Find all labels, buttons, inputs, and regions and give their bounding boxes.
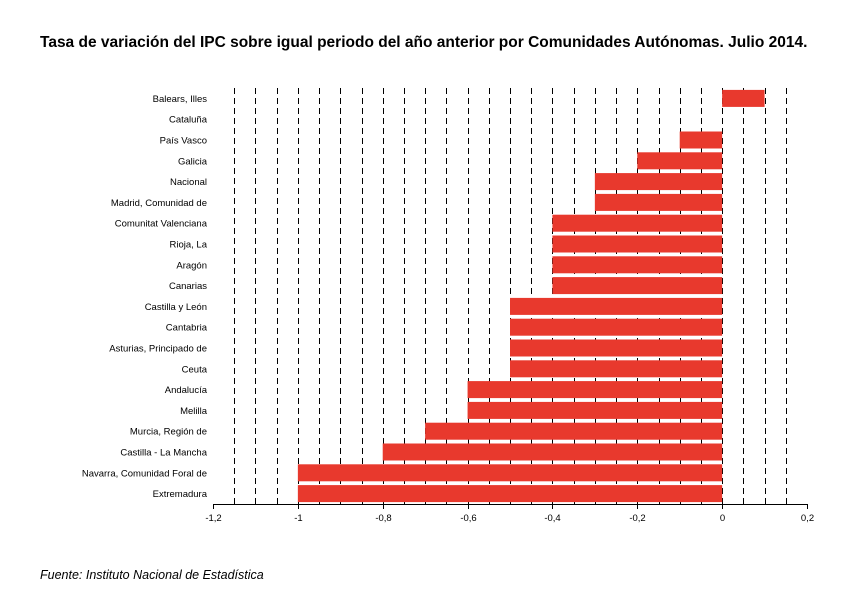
category-labels: Balears, Illes Cataluña País Vasco Galicia N… bbox=[82, 94, 208, 500]
bar bbox=[425, 422, 723, 440]
category-label: Navarra, Comunidad Foral de bbox=[82, 468, 207, 479]
category-label: Comunitat Valenciana bbox=[115, 219, 208, 230]
x-tick-label: -0,6 bbox=[460, 513, 476, 524]
category-label: Galicia bbox=[178, 156, 208, 167]
category-label: Asturias, Principado de bbox=[109, 344, 207, 355]
x-tick-label: -0,8 bbox=[375, 513, 391, 524]
bar bbox=[510, 339, 723, 357]
x-axis: -1,2 -1 -0,8 -0,6 -0,4 -0,2 0 0,2 bbox=[205, 504, 814, 524]
category-label: Cantabria bbox=[166, 323, 208, 334]
category-label: País Vasco bbox=[160, 136, 207, 147]
chart-title: Tasa de variación del IPC sobre igual pe… bbox=[40, 34, 808, 51]
x-tick-label: 0 bbox=[720, 513, 725, 524]
category-label: Castilla - La Mancha bbox=[120, 448, 207, 459]
bar bbox=[679, 131, 723, 149]
bar bbox=[510, 318, 723, 336]
source-note: Fuente: Instituto Nacional de Estadístic… bbox=[40, 568, 264, 582]
bar bbox=[510, 297, 723, 315]
grid-lines bbox=[234, 88, 787, 504]
x-tick-label: -1,2 bbox=[205, 513, 221, 524]
bar bbox=[594, 193, 723, 211]
category-label: Aragón bbox=[176, 260, 207, 271]
category-label: Castilla y León bbox=[145, 302, 207, 313]
bar bbox=[637, 152, 723, 170]
category-label: Madrid, Comunidad de bbox=[111, 198, 207, 209]
bar bbox=[467, 401, 723, 419]
bar bbox=[552, 256, 723, 274]
category-label: Rioja, La bbox=[170, 240, 208, 251]
x-tick-label: -0,4 bbox=[544, 513, 560, 524]
category-label: Nacional bbox=[170, 177, 207, 188]
category-label: Ceuta bbox=[182, 364, 208, 375]
bar bbox=[467, 381, 723, 399]
bar bbox=[297, 485, 723, 503]
category-label: Melilla bbox=[180, 406, 208, 417]
x-tick-label: -1 bbox=[294, 513, 302, 524]
category-label: Balears, Illes bbox=[153, 94, 208, 105]
category-label: Extremadura bbox=[153, 489, 208, 500]
category-label: Cataluña bbox=[169, 115, 208, 126]
bar bbox=[552, 235, 723, 253]
bar bbox=[552, 277, 723, 295]
category-label: Canarias bbox=[169, 281, 207, 292]
bar bbox=[594, 173, 723, 191]
x-tick-label: -0,2 bbox=[629, 513, 645, 524]
category-label: Murcia, Región de bbox=[130, 427, 207, 438]
bar bbox=[722, 89, 765, 107]
bars bbox=[297, 89, 765, 503]
x-tick-label: 0,2 bbox=[801, 513, 814, 524]
bar bbox=[297, 464, 723, 482]
bar bbox=[552, 214, 723, 232]
bar bbox=[382, 443, 723, 461]
bar bbox=[510, 360, 723, 378]
category-label: Andalucía bbox=[165, 385, 208, 396]
